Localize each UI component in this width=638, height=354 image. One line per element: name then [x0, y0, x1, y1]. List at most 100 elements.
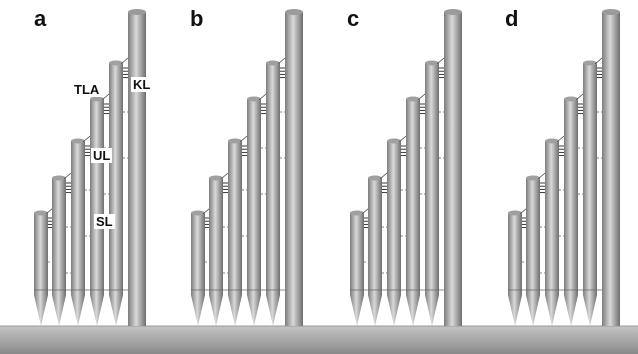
brace-line: [519, 207, 528, 215]
pile-tip: [109, 295, 123, 326]
brace-line: [63, 172, 72, 180]
tall-pile: [285, 12, 303, 326]
brace-line: [537, 172, 546, 180]
pile-tip: [228, 295, 242, 326]
brace-line: [202, 207, 211, 215]
brace-line: [277, 57, 286, 65]
pile-cap: [52, 175, 66, 181]
pile-tip: [191, 295, 205, 326]
brace-line: [575, 93, 584, 101]
pile-shaft: [34, 213, 48, 295]
pile-cap: [583, 60, 597, 66]
pile-tip: [564, 295, 578, 326]
pile-shaft: [90, 99, 104, 295]
callout-ul: UL: [91, 148, 113, 163]
panel-label-d: d: [505, 6, 519, 31]
brace-line: [101, 93, 110, 101]
pile-cap: [545, 138, 559, 144]
pile-shaft: [545, 141, 559, 295]
pile-shaft: [564, 99, 578, 295]
pile-shaft: [209, 178, 223, 295]
pile-shaft: [247, 99, 261, 295]
pile-cap: [266, 60, 280, 66]
pile-shaft: [583, 63, 597, 295]
pile-tip: [368, 295, 382, 326]
tall-pile-cap: [285, 9, 303, 15]
brace-line: [361, 207, 370, 215]
panel-2-piles: [191, 9, 303, 326]
brace-line: [120, 57, 129, 65]
tall-pile: [128, 12, 146, 326]
tall-pile-cap: [444, 9, 462, 15]
callout-kl: KL: [131, 77, 153, 92]
pile-cap: [350, 210, 364, 216]
panels-group: [34, 9, 620, 326]
brace-line: [436, 57, 445, 65]
brace-line: [220, 172, 229, 180]
brace-line: [379, 172, 388, 180]
pile-tip: [406, 295, 420, 326]
pile-tip: [526, 295, 540, 326]
pile-cap: [90, 96, 104, 102]
brace-line: [82, 135, 91, 143]
brace-line: [45, 207, 54, 215]
brace-line: [417, 93, 426, 101]
tall-pile: [602, 12, 620, 326]
tall-pile-cap: [602, 9, 620, 15]
pile-shaft: [350, 213, 364, 295]
brace-line: [398, 135, 407, 143]
pile-tip: [247, 295, 261, 326]
pile-shaft: [228, 141, 242, 295]
pile-cap: [228, 138, 242, 144]
pile-tip: [71, 295, 85, 326]
pile-cap: [247, 96, 261, 102]
pile-tip: [350, 295, 364, 326]
pile-shaft: [387, 141, 401, 295]
pile-shaft: [266, 63, 280, 295]
panel-label-a: a: [34, 6, 47, 31]
pile-cap: [387, 138, 401, 144]
pile-shaft: [191, 213, 205, 295]
pile-shaft: [526, 178, 540, 295]
panel-label-b: b: [190, 6, 204, 31]
tall-pile: [444, 12, 462, 326]
pile-shaft: [508, 213, 522, 295]
brace-line: [258, 93, 267, 101]
pile-tip: [545, 295, 559, 326]
panel-label-c: c: [347, 6, 360, 31]
pile-cap: [564, 96, 578, 102]
pile-tip: [266, 295, 280, 326]
pile-shaft: [406, 99, 420, 295]
pile-cap: [508, 210, 522, 216]
pile-cap: [109, 60, 123, 66]
pile-cap: [209, 175, 223, 181]
brace-line: [239, 135, 248, 143]
pile-tip: [425, 295, 439, 326]
pile-cap: [191, 210, 205, 216]
brace-line: [594, 57, 603, 65]
panel-1-piles: [34, 9, 146, 326]
pile-shaft: [109, 63, 123, 295]
pile-cap: [71, 138, 85, 144]
pile-cap: [368, 175, 382, 181]
pile-shaft: [52, 178, 66, 295]
pile-tip: [508, 295, 522, 326]
pile-tip: [90, 295, 104, 326]
ground-slab: [0, 326, 638, 354]
pile-shaft: [71, 141, 85, 295]
tall-pile-cap: [128, 9, 146, 15]
panel-3-piles: [350, 9, 462, 326]
pile-cap: [34, 210, 48, 216]
pile-tip: [209, 295, 223, 326]
brace-line: [556, 135, 565, 143]
pile-shaft: [425, 63, 439, 295]
panel-4-piles: [508, 9, 620, 326]
pile-tip: [583, 295, 597, 326]
pile-tip: [387, 295, 401, 326]
pile-cap: [406, 96, 420, 102]
callout-tla: TLA: [72, 82, 102, 97]
pile-shaft: [368, 178, 382, 295]
callout-sl: SL: [94, 214, 115, 229]
